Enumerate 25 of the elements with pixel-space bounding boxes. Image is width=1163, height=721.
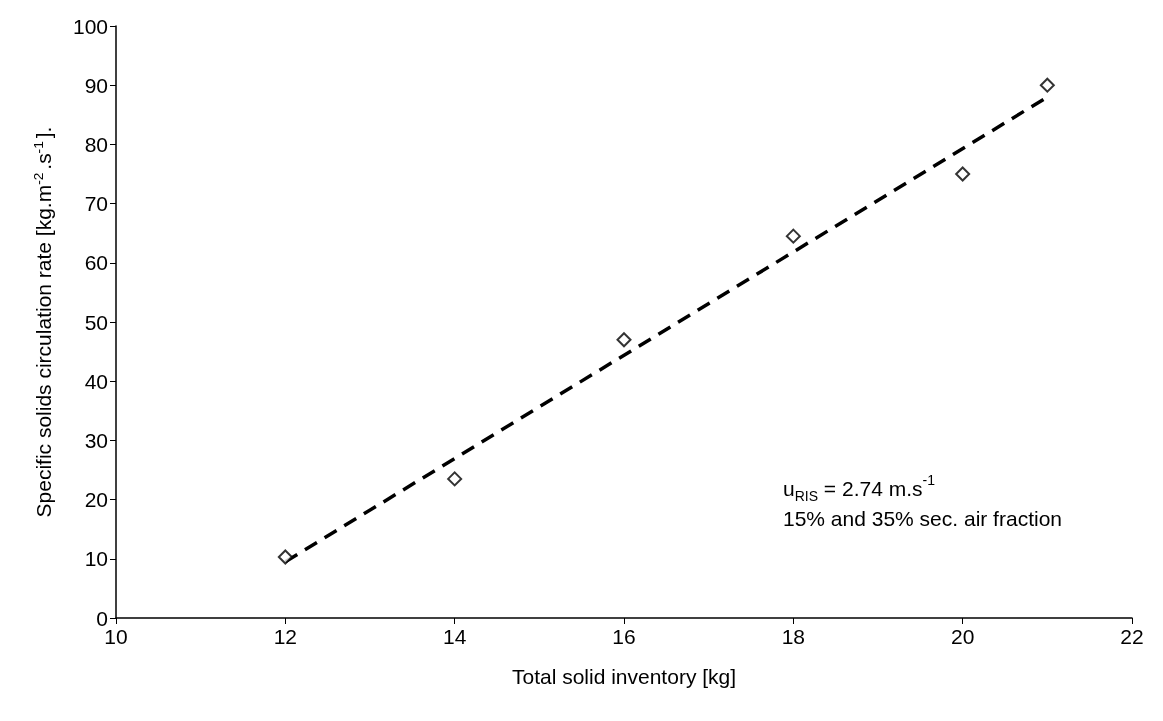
x-tick-label: 14	[442, 625, 467, 648]
y-tick-label: 50	[84, 310, 108, 334]
point	[955, 166, 971, 182]
y-tick-label: 60	[84, 251, 108, 275]
annotation: 15% and 35% sec. air fraction	[783, 506, 1062, 530]
y-tick-label: 100	[72, 14, 108, 38]
point	[447, 471, 463, 487]
y-tick-label: 80	[84, 132, 108, 156]
x-tick-label: 12	[273, 625, 298, 648]
y-tick-label: 10	[84, 547, 108, 571]
x-tick-label: 16	[612, 625, 636, 648]
y-axis-title: Specific solids circulation rate [kg.m-2.s-1].	[31, 126, 56, 518]
point	[277, 549, 293, 565]
point	[616, 332, 632, 348]
y-tick-label: 30	[84, 428, 108, 452]
y-tick-label: 70	[84, 192, 108, 216]
x-axis-title: Total solid inventory [kg]	[511, 665, 737, 688]
y-tick-label: 90	[84, 73, 108, 97]
x-tick-label: 22	[1120, 625, 1144, 648]
x-tick-label: 20	[950, 625, 975, 648]
point	[1039, 77, 1055, 93]
y-tick-label: 20	[84, 488, 108, 512]
y-tick-label: 40	[84, 369, 108, 393]
point	[785, 228, 801, 244]
x-tick-label: 18	[781, 625, 806, 648]
